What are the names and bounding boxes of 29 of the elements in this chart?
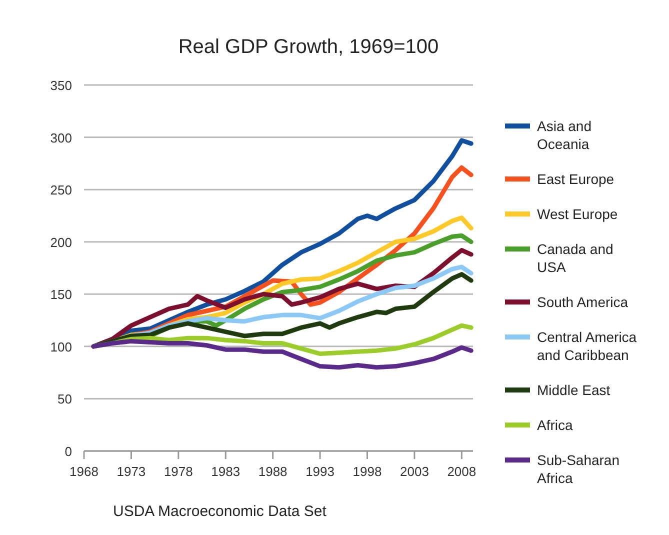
y-tick-label: 200 <box>50 234 72 250</box>
legend-label: Africa <box>537 417 573 433</box>
y-tick-label: 150 <box>50 287 72 302</box>
x-tick-label: 1968 <box>70 464 98 479</box>
legend-label: East Europe <box>537 171 614 187</box>
legend-label: Sub-Saharan Africa <box>537 452 620 486</box>
text: USDA Macroeconomic Data Set <box>113 503 328 520</box>
y-tick-label: 350 <box>50 78 72 93</box>
x-tick-label: 2008 <box>447 464 476 479</box>
y-tick-label: 100 <box>50 339 72 354</box>
y-tick-label: 250 <box>50 182 72 198</box>
y-tick-label: 300 <box>50 130 72 146</box>
x-tick-label: 1983 <box>211 464 240 479</box>
x-tick-label: 1988 <box>258 464 288 479</box>
x-tick-label: 1998 <box>352 464 382 479</box>
legend-label: Middle East <box>537 382 610 398</box>
y-tick-label: 0 <box>64 444 72 459</box>
legend-label: South America <box>537 294 628 310</box>
legend-label: West Europe <box>537 206 618 222</box>
chart-title: Real GDP Growth, 1969=100 <box>178 36 439 58</box>
x-tick-label: 2003 <box>400 464 429 479</box>
legend-label: Central America and Caribbean <box>537 329 637 363</box>
y-tick-label: 50 <box>58 392 72 407</box>
line-series <box>91 338 474 370</box>
legend-label: Canada and USA <box>537 241 614 275</box>
x-tick-label: 1993 <box>306 464 335 479</box>
x-tick-label: 1978 <box>164 464 193 479</box>
legend-label: Asia and Oceania <box>537 118 592 152</box>
x-tick-label: 1973 <box>116 464 146 479</box>
